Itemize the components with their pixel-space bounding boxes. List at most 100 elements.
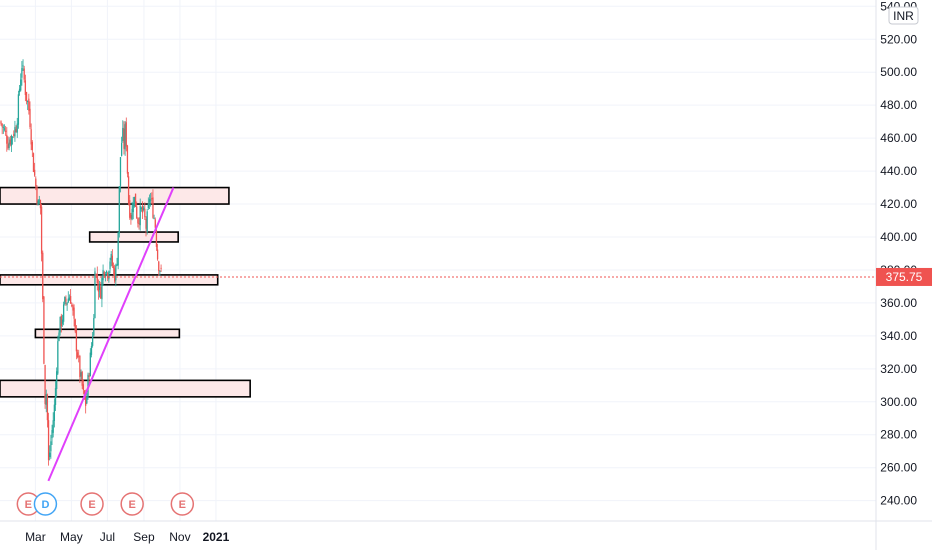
candle-body — [100, 286, 102, 299]
candle-body — [66, 302, 68, 305]
price-zone — [0, 186, 230, 205]
candle-body — [43, 296, 45, 364]
candle-body — [105, 270, 108, 274]
currency-label: INR — [893, 9, 914, 23]
candle-body — [129, 200, 131, 218]
candle-body — [93, 318, 95, 336]
candle-body — [91, 336, 94, 346]
candle-body — [50, 441, 52, 452]
candle-body — [30, 129, 32, 145]
candle-body — [141, 206, 144, 213]
y-tick-label: 520.00 — [880, 32, 917, 46]
candle-body — [149, 199, 152, 201]
candle-body — [137, 218, 139, 224]
candle-body — [116, 264, 118, 266]
candle-body — [132, 203, 134, 213]
candle-body — [13, 134, 15, 136]
candle-body — [117, 232, 119, 266]
candle-body — [47, 420, 50, 461]
candle-body — [134, 193, 137, 207]
candle-body — [80, 372, 82, 377]
candle-body — [11, 136, 14, 138]
earnings-event-badge[interactable] — [80, 492, 104, 516]
candle-body — [111, 255, 114, 266]
earnings-event-badge[interactable] — [170, 492, 195, 516]
candle-body — [146, 211, 148, 233]
price-zone — [88, 231, 179, 243]
trendline-layer — [47, 187, 175, 482]
currency-badge[interactable] — [888, 6, 919, 25]
candle-body — [76, 352, 79, 358]
candle-body — [39, 199, 42, 209]
candle-body — [108, 271, 110, 280]
candle-body — [37, 200, 39, 206]
candle-body — [36, 187, 38, 203]
candle-body — [102, 270, 104, 281]
y-tick-label: 240.00 — [880, 494, 917, 508]
gridlines — [0, 0, 876, 521]
candle-body — [21, 68, 23, 78]
candle-body — [25, 91, 28, 102]
dividend-event-badge[interactable] — [33, 492, 58, 516]
candle-body — [107, 273, 109, 279]
earnings-event-badge[interactable] — [120, 492, 144, 516]
candle-body — [42, 252, 44, 300]
support-resistance-zones — [0, 186, 251, 398]
candle-body — [148, 199, 151, 203]
y-tick-label: 480.00 — [880, 98, 917, 112]
candle-body — [143, 207, 145, 211]
candle-body — [2, 126, 4, 128]
candle-body — [90, 346, 93, 355]
candle-body — [74, 319, 76, 332]
y-tick-label: 280.00 — [880, 428, 917, 442]
candle-body — [56, 371, 58, 390]
trendline — [47, 187, 175, 482]
candle-body — [61, 319, 64, 324]
candle-body — [94, 271, 96, 319]
candle-body — [81, 371, 83, 386]
candle-body — [140, 207, 143, 210]
candle-body — [64, 296, 66, 305]
x-tick-label: 2021 — [203, 530, 230, 544]
candle-body — [115, 265, 117, 281]
candle-body — [98, 285, 101, 290]
candle-body — [8, 142, 10, 149]
price-axis[interactable]: 540.00520.00500.00480.00460.00440.00420.… — [880, 0, 917, 508]
candle-body — [109, 261, 111, 270]
candle-body — [17, 94, 20, 125]
candle-body — [96, 274, 98, 284]
candle-body — [103, 271, 105, 276]
candle-body — [138, 223, 140, 225]
candle-body — [10, 135, 13, 146]
time-axis[interactable]: Mar May Jul Sep Nov 2021 — [25, 530, 230, 544]
y-tick-label: 360.00 — [880, 296, 917, 310]
candle-body — [3, 128, 6, 130]
candle-body — [131, 208, 133, 220]
candle-body — [125, 122, 127, 147]
candle-body — [147, 203, 149, 209]
candle-body — [59, 316, 61, 333]
candle-body — [88, 375, 90, 377]
candle-body — [75, 329, 78, 352]
current-price-tag — [876, 267, 932, 286]
candle-body — [51, 430, 53, 439]
candle-body — [86, 396, 88, 404]
event-letter: E — [128, 499, 135, 511]
price-zone — [0, 379, 251, 398]
candle-body — [60, 315, 62, 327]
candle-body — [123, 128, 125, 149]
y-tick-label: 300.00 — [880, 395, 917, 409]
y-tick-label: 320.00 — [880, 362, 917, 376]
candle-body — [14, 127, 16, 137]
candle-body — [29, 108, 31, 127]
candle-body — [49, 452, 51, 457]
candle-body — [160, 267, 162, 269]
candle-body — [7, 144, 9, 149]
candle-body — [85, 395, 87, 406]
candle-body — [110, 253, 112, 261]
candle-body — [68, 297, 71, 301]
candle-body — [139, 205, 141, 226]
candle-body — [159, 270, 161, 272]
